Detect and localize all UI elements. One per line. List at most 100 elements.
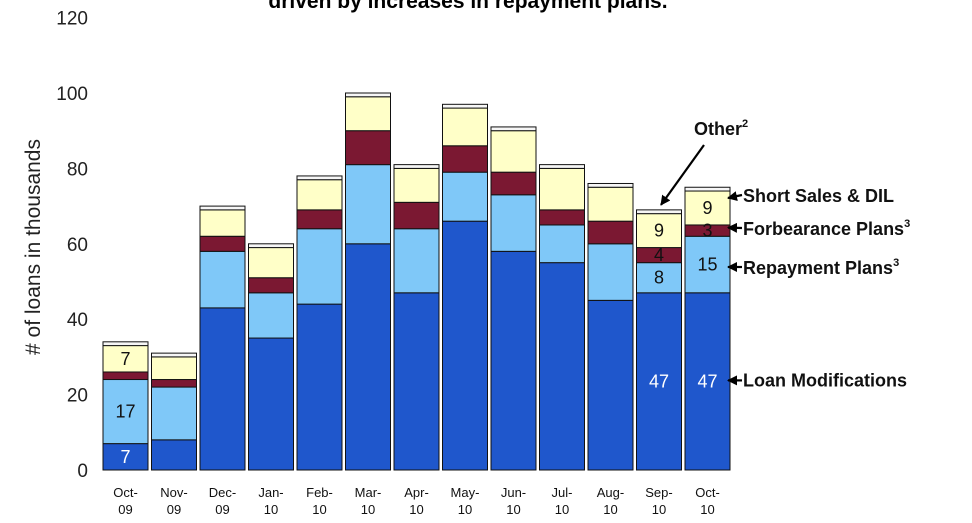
- y-tick-label: 120: [56, 9, 88, 30]
- bar-segment-repayment: [102, 379, 149, 445]
- bar-segment-other: [587, 182, 634, 188]
- bar-segment-short_sales: [151, 356, 197, 381]
- bar-segment-forbearance: [539, 209, 585, 226]
- y-axis-label: # of loans in thousands: [22, 139, 45, 355]
- data-label: 47: [697, 371, 717, 391]
- bar-segment-loan_mod: [296, 303, 343, 471]
- legend-forbearance-plans: Forbearance Plans3: [743, 218, 910, 239]
- data-label: 9: [702, 198, 712, 218]
- bar-stack: [442, 103, 488, 471]
- bar-segment-loan_mod: [393, 292, 440, 471]
- bar-segment-repayment: [345, 164, 391, 245]
- bar-segment-forbearance: [248, 277, 294, 294]
- legend-annotations: Loan Modifications Repayment Plans3 Forbea…: [660, 118, 910, 390]
- data-labels-group: 7 17 7 47 8 4 9 47 15 3 9: [115, 198, 717, 467]
- bar-segment-repayment: [393, 228, 440, 294]
- bar-segment-other: [248, 243, 294, 249]
- bar-segment-short_sales: [393, 167, 440, 203]
- x-axis-ticks: Oct-09 Nov-09 Dec-09 Jan-10 Feb-10 Mar-10 Apr-…: [113, 485, 720, 517]
- bar-segment-repayment: [248, 292, 294, 339]
- data-label: 7: [120, 447, 130, 467]
- bar-segment-short_sales: [684, 190, 731, 226]
- bar-stack: [539, 164, 585, 471]
- bar-segment-other: [490, 126, 537, 132]
- y-axis-ticks: 0 20 40 60 80 100 120: [56, 9, 88, 482]
- bar-segment-forbearance: [199, 235, 246, 252]
- x-tick-label: Jul-10: [552, 485, 573, 517]
- bar-segment-loan_mod: [490, 250, 537, 471]
- bar-segment-forbearance: [102, 371, 149, 381]
- bar-segment-repayment: [199, 250, 246, 309]
- legend-short-sales: Short Sales & DIL: [743, 186, 894, 206]
- bar-segment-short_sales: [102, 345, 149, 373]
- bar-segment-other: [684, 186, 731, 192]
- bar-segment-other: [296, 175, 343, 181]
- x-tick-label: Mar-10: [355, 485, 382, 517]
- bar-segment-other: [636, 209, 682, 215]
- legend-loan-modifications: Loan Modifications: [743, 370, 907, 390]
- bar-segment-loan_mod: [248, 337, 294, 471]
- bar-segment-short_sales: [248, 247, 294, 279]
- bar-segment-loan_mod: [151, 439, 197, 471]
- x-tick-label: Feb-10: [306, 485, 333, 517]
- bar-stack: [684, 186, 731, 471]
- data-label: 7: [120, 349, 130, 369]
- bar-segment-short_sales: [539, 167, 585, 211]
- x-tick-label: Sep-10: [645, 485, 672, 517]
- bar-stack: [296, 175, 343, 471]
- bar-segment-loan_mod: [587, 299, 634, 471]
- bar-stack: [587, 182, 634, 471]
- bar-stack: [102, 341, 149, 471]
- bar-segment-short_sales: [490, 130, 537, 173]
- bar-segment-loan_mod: [102, 443, 149, 471]
- bar-segment-repayment: [490, 194, 537, 252]
- legend-repayment-plans: Repayment Plans3: [743, 257, 899, 278]
- bar-segment-forbearance: [296, 209, 343, 230]
- data-label: 47: [649, 371, 669, 391]
- bar-stack: [151, 352, 197, 471]
- bar-segment-short_sales: [345, 96, 391, 132]
- chart-title-fragment: driven by increases in repayment plans.: [268, 0, 667, 13]
- bar-segment-forbearance: [393, 201, 440, 230]
- bar-stack: [199, 205, 246, 471]
- bar-stack: [248, 243, 294, 471]
- bar-segment-forbearance: [345, 130, 391, 166]
- x-tick-label: Jun-10: [501, 485, 526, 517]
- bar-segment-short_sales: [442, 107, 488, 147]
- data-label: 15: [697, 255, 717, 275]
- x-tick-label: Nov-09: [160, 485, 187, 517]
- bar-segment-forbearance: [490, 171, 537, 196]
- bars-group: [102, 92, 731, 471]
- x-tick-label: Aug-10: [597, 485, 624, 517]
- y-tick-label: 60: [67, 235, 88, 256]
- bar-stack: [345, 92, 391, 471]
- short-sales-arrow: [727, 191, 743, 202]
- x-tick-label: Oct-09: [113, 485, 138, 517]
- bar-segment-loan_mod: [345, 243, 391, 471]
- bar-segment-loan_mod: [199, 307, 246, 471]
- y-tick-label: 20: [67, 386, 88, 407]
- data-label: 17: [115, 402, 135, 422]
- bar-segment-repayment: [296, 228, 343, 305]
- bar-segment-forbearance: [151, 379, 197, 388]
- bar-segment-forbearance: [442, 145, 488, 173]
- bar-segment-other: [345, 92, 391, 98]
- bar-segment-other: [539, 164, 585, 169]
- x-tick-label: May-10: [451, 485, 480, 517]
- bar-segment-other: [442, 103, 488, 109]
- x-tick-label: Apr-10: [404, 485, 429, 517]
- bar-segment-repayment: [684, 235, 731, 294]
- y-tick-label: 0: [77, 461, 88, 482]
- data-label: 3: [702, 221, 712, 241]
- bar-segment-other: [393, 164, 440, 169]
- y-tick-label: 40: [67, 310, 88, 331]
- bar-segment-short_sales: [587, 186, 634, 222]
- bar-segment-other: [102, 341, 149, 347]
- bar-segment-loan_mod: [539, 262, 585, 471]
- bar-segment-short_sales: [199, 209, 246, 237]
- bar-stack: [490, 126, 537, 471]
- bar-segment-loan_mod: [442, 220, 488, 471]
- x-tick-label: Dec-09: [209, 485, 236, 517]
- x-tick-label: Oct-10: [695, 485, 720, 517]
